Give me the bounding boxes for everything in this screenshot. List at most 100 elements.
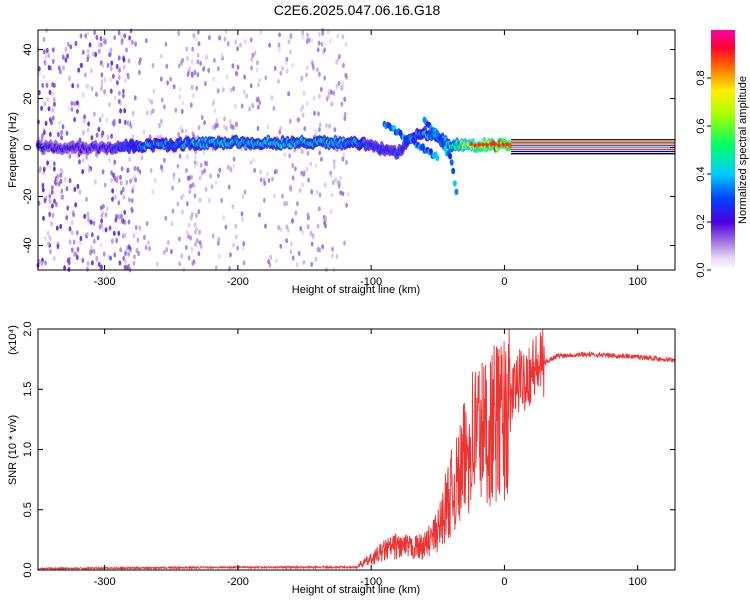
speckle-point xyxy=(127,58,131,64)
speckle-point xyxy=(143,234,146,240)
speckle-point xyxy=(53,166,56,172)
speckle-point xyxy=(310,241,314,247)
speckle-point xyxy=(242,241,246,247)
speckle-point xyxy=(44,260,47,266)
speckle-point xyxy=(60,188,64,194)
speckle-point xyxy=(337,80,341,86)
speckle-point xyxy=(92,248,96,254)
ridge-peak-point xyxy=(497,143,501,148)
speckle-point xyxy=(253,50,257,56)
speckle-point xyxy=(119,108,122,114)
speckle-point xyxy=(123,33,127,39)
speckle-point xyxy=(91,260,94,266)
speckle-point xyxy=(339,175,342,181)
speckle-point xyxy=(134,41,138,47)
spectrogram-y-axis-label: Frequency (Hz) xyxy=(7,112,19,188)
speckle-point xyxy=(305,166,309,172)
speckle-point xyxy=(103,182,107,188)
spectrogram-background-speckle xyxy=(36,27,350,273)
speckle-point xyxy=(279,227,283,233)
speckle-point xyxy=(106,134,110,140)
speckle-point xyxy=(323,75,327,81)
speckle-point xyxy=(112,119,116,125)
speckle-point xyxy=(44,54,48,60)
speckle-point xyxy=(90,135,94,141)
speckle-point xyxy=(189,235,193,241)
speckle-point xyxy=(127,219,131,225)
speckle-point xyxy=(63,177,67,183)
speckle-point xyxy=(118,118,122,124)
speckle-point xyxy=(223,116,227,122)
speckle-point xyxy=(111,188,114,194)
speckle-point xyxy=(43,49,46,55)
speckle-point xyxy=(227,184,231,190)
speckle-point xyxy=(198,175,202,181)
speckle-point xyxy=(123,209,127,215)
speckle-point xyxy=(231,63,235,69)
speckle-point xyxy=(178,261,182,267)
speckle-point xyxy=(171,208,175,214)
speckle-point xyxy=(119,247,123,253)
speckle-point xyxy=(48,211,52,217)
speckle-point xyxy=(164,41,168,47)
speckle-point xyxy=(279,70,283,76)
speckle-point xyxy=(147,240,151,246)
speckle-point xyxy=(76,108,79,114)
speckle-point xyxy=(342,152,346,158)
speckle-point xyxy=(42,36,46,43)
speckle-point xyxy=(117,214,121,220)
speckle-point xyxy=(110,170,113,176)
speckle-point xyxy=(81,157,85,163)
speckle-point xyxy=(47,52,51,59)
speckle-point xyxy=(51,58,55,64)
speckle-point xyxy=(47,65,51,71)
speckle-point xyxy=(340,101,344,107)
speckle-point xyxy=(95,34,99,41)
speckle-point xyxy=(67,106,71,112)
speckle-point xyxy=(192,93,195,99)
speckle-point xyxy=(62,65,65,71)
speckle-point xyxy=(204,81,207,87)
speckle-point xyxy=(40,136,44,142)
speckle-point xyxy=(108,102,111,108)
speckle-point xyxy=(289,186,293,192)
speckle-point xyxy=(51,185,54,191)
colorbar-tick-label: 0.0 xyxy=(695,262,707,277)
speckle-point xyxy=(285,238,288,244)
speckle-point xyxy=(240,103,244,109)
y-tick-label: 0.0 xyxy=(22,562,34,577)
y-tick-label: -20 xyxy=(22,189,34,205)
speckle-point xyxy=(178,153,182,159)
ridge-peak-point xyxy=(481,142,485,147)
speckle-point xyxy=(137,250,141,257)
speckle-point xyxy=(313,110,316,116)
speckle-point xyxy=(116,175,119,181)
speckle-point xyxy=(323,47,327,53)
speckle-point xyxy=(42,215,45,221)
speckle-point xyxy=(256,60,259,66)
speckle-point xyxy=(130,198,134,204)
speckle-point xyxy=(256,104,260,110)
speckle-point xyxy=(277,78,280,84)
speckle-point xyxy=(332,90,336,96)
speckle-point xyxy=(120,39,124,46)
speckle-point xyxy=(39,165,42,171)
ridge-point xyxy=(508,143,512,149)
speckle-point xyxy=(205,54,208,60)
speckle-point xyxy=(194,154,197,160)
speckle-point xyxy=(70,100,74,106)
speckle-point xyxy=(225,126,228,132)
speckle-point xyxy=(121,186,125,193)
speckle-point xyxy=(136,166,140,172)
speckle-point xyxy=(81,49,85,55)
speckle-point xyxy=(86,127,90,133)
speckle-point xyxy=(335,59,338,65)
speckle-point xyxy=(178,86,182,92)
speckle-point xyxy=(190,72,194,78)
speckle-point xyxy=(100,264,103,270)
speckle-point xyxy=(66,53,69,59)
speckle-point xyxy=(163,249,166,255)
speckle-point xyxy=(127,74,130,80)
speckle-point xyxy=(99,42,103,48)
colorbar-tick-label: 0.8 xyxy=(695,70,707,85)
